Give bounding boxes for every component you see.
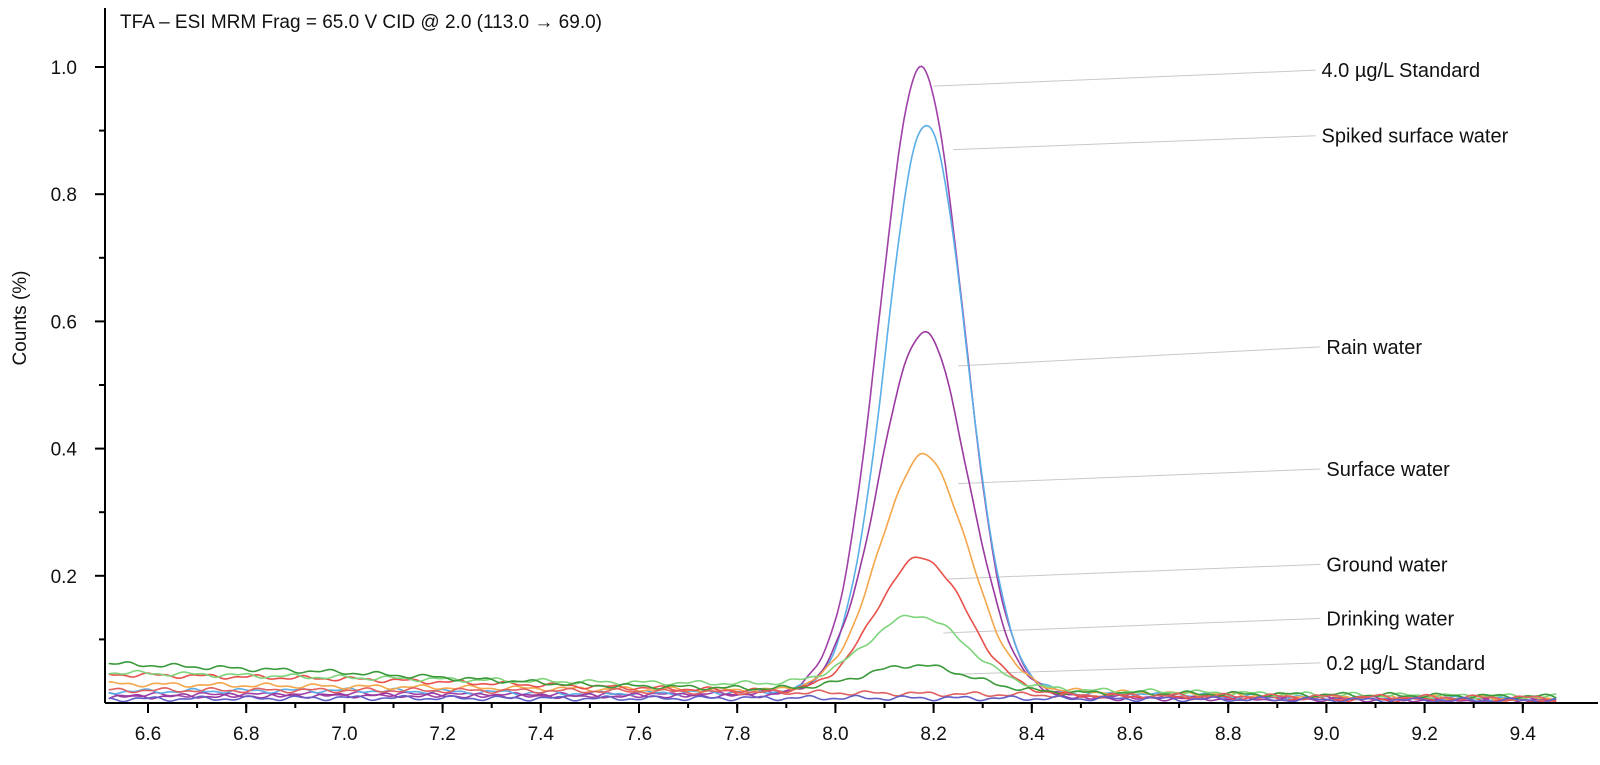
annotation-label: Surface water <box>1326 459 1450 481</box>
annotation-label: 4.0 µg/L Standard <box>1321 60 1480 82</box>
x-tick-label: 7.8 <box>724 724 750 745</box>
series-line-8 <box>108 694 1557 704</box>
annotation-leader-line <box>948 563 1321 580</box>
y-tick-label: 0.6 <box>51 312 77 333</box>
y-tick-label: 0.8 <box>51 185 77 206</box>
x-tick-label: 6.8 <box>233 724 259 745</box>
x-tick-label: 9.4 <box>1510 724 1537 745</box>
x-tick-label: 7.6 <box>626 724 652 745</box>
series-layer <box>108 65 1557 704</box>
annotation-label: Spiked surface water <box>1321 126 1508 148</box>
x-axis-ticks: 6.6 6.8 7.0 7.2 7.4 7.6 7.8 8.0 8.2 8.4 8.6 8.8 9.0 9… <box>135 703 1537 745</box>
y-axis-ticks: 0.2 0.4 0.6 0.8 1.0 <box>51 58 105 641</box>
y-tick-label: 0.2 <box>51 567 77 588</box>
annotation-label: 0.2 µg/L Standard <box>1326 653 1485 675</box>
x-tick-label: 8.2 <box>920 724 946 745</box>
annotation-leader-line <box>943 617 1321 634</box>
y-tick-label: 0.4 <box>51 440 78 461</box>
x-tick-label: 9.0 <box>1313 724 1339 745</box>
annotation-label: Ground water <box>1326 554 1448 576</box>
series-line-7 <box>108 687 1557 702</box>
x-tick-label: 8.4 <box>1019 724 1046 745</box>
x-tick-label: 7.4 <box>528 724 555 745</box>
series-line-0 <box>108 65 1557 703</box>
x-tick-label: 8.0 <box>822 724 848 745</box>
annotation-label: Drinking water <box>1326 608 1454 630</box>
x-tick-label: 6.6 <box>135 724 161 745</box>
annotation-label: Rain water <box>1326 337 1422 359</box>
series-line-2 <box>108 330 1557 704</box>
x-tick-label: 8.6 <box>1117 724 1143 745</box>
x-tick-label: 7.2 <box>429 724 455 745</box>
series-line-3 <box>108 452 1557 702</box>
x-tick-label: 7.0 <box>331 724 357 745</box>
x-tick-label: 8.8 <box>1215 724 1241 745</box>
annotations: 4.0 µg/L Standard Spiked surface water Rai… <box>1321 60 1508 675</box>
annotation-leader-line <box>933 69 1316 87</box>
x-tick-label: 9.2 <box>1411 724 1437 745</box>
y-tick-label: 1.0 <box>51 58 77 79</box>
annotation-leader-line <box>953 135 1316 151</box>
annotation-leader-line <box>958 346 1321 367</box>
chart-title: TFA – ESI MRM Frag = 65.0 V CID @ 2.0 (1… <box>120 12 602 33</box>
y-axis-label: Counts (%) <box>10 270 31 365</box>
series-line-6 <box>108 661 1557 700</box>
annotation-leader-line <box>953 662 1321 675</box>
annotation-leaders <box>933 69 1321 675</box>
axes <box>104 8 1598 704</box>
annotation-leader-line <box>958 468 1321 485</box>
